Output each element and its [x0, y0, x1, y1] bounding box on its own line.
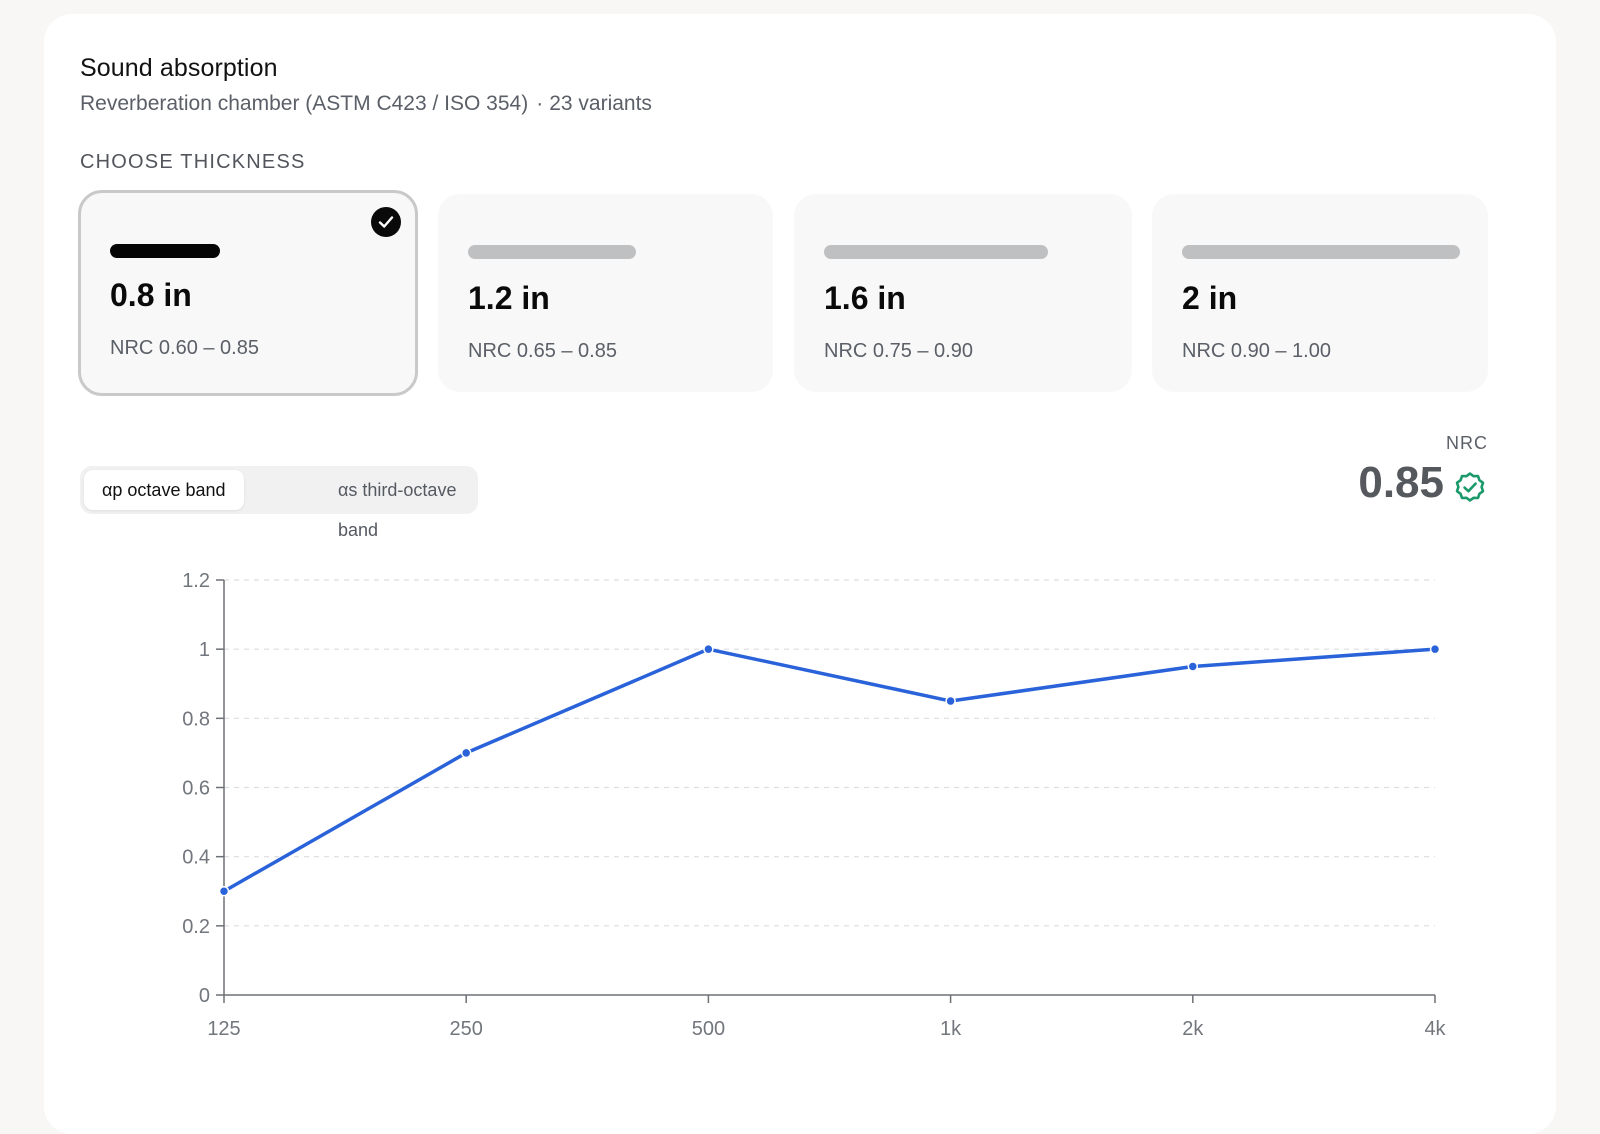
thickness-options: 0.8 in NRC 0.60 – 0.85 1.2 in NRC 0.65 –…	[78, 190, 1520, 396]
thickness-card-0-8-in[interactable]: 0.8 in NRC 0.60 – 0.85	[78, 190, 418, 396]
nrc-range: NRC 0.75 – 0.90	[824, 340, 973, 362]
nrc-range: NRC 0.65 – 0.85	[468, 340, 617, 362]
thickness-card-1-2-in[interactable]: 1.2 in NRC 0.65 – 0.85	[438, 194, 773, 392]
band-toggle: αp octave band αs third-octave band	[80, 466, 478, 540]
thickness-bar	[468, 245, 636, 259]
thickness-value: 1.2 in	[468, 280, 550, 316]
octave-band-tab[interactable]: αp octave band	[84, 470, 244, 510]
thickness-bar	[110, 244, 220, 258]
thickness-card-1-6-in[interactable]: 1.6 in NRC 0.75 – 0.90	[794, 194, 1132, 392]
variant-count: 23 variants	[549, 92, 652, 115]
thickness-value: 2 in	[1182, 280, 1238, 316]
thickness-bar	[1182, 245, 1460, 259]
third-octave-band-tab[interactable]: αs third-octave band	[338, 480, 457, 540]
nrc-range: NRC 0.60 – 0.85	[110, 337, 259, 359]
test-method: Reverberation chamber (ASTM C423 / ISO 3…	[80, 92, 529, 115]
check-badge-icon	[1455, 472, 1485, 502]
nrc-range: NRC 0.90 – 1.00	[1182, 340, 1331, 362]
subtitle-separator: ·	[536, 92, 544, 115]
selected-check-icon	[371, 207, 401, 237]
nrc-label: NRC	[1446, 433, 1488, 453]
thickness-bar	[824, 245, 1048, 259]
nrc-value: 0.85	[1358, 458, 1444, 507]
thickness-section-label: CHOOSE THICKNESS	[80, 151, 306, 173]
thickness-card-2-in[interactable]: 2 in NRC 0.90 – 1.00	[1152, 194, 1488, 392]
thickness-value: 0.8 in	[110, 277, 192, 313]
sound-absorption-panel	[44, 14, 1556, 1134]
thickness-value: 1.6 in	[824, 280, 906, 316]
panel-subtitle: Reverberation chamber (ASTM C423 / ISO 3…	[80, 92, 652, 116]
panel-title: Sound absorption	[80, 54, 278, 82]
